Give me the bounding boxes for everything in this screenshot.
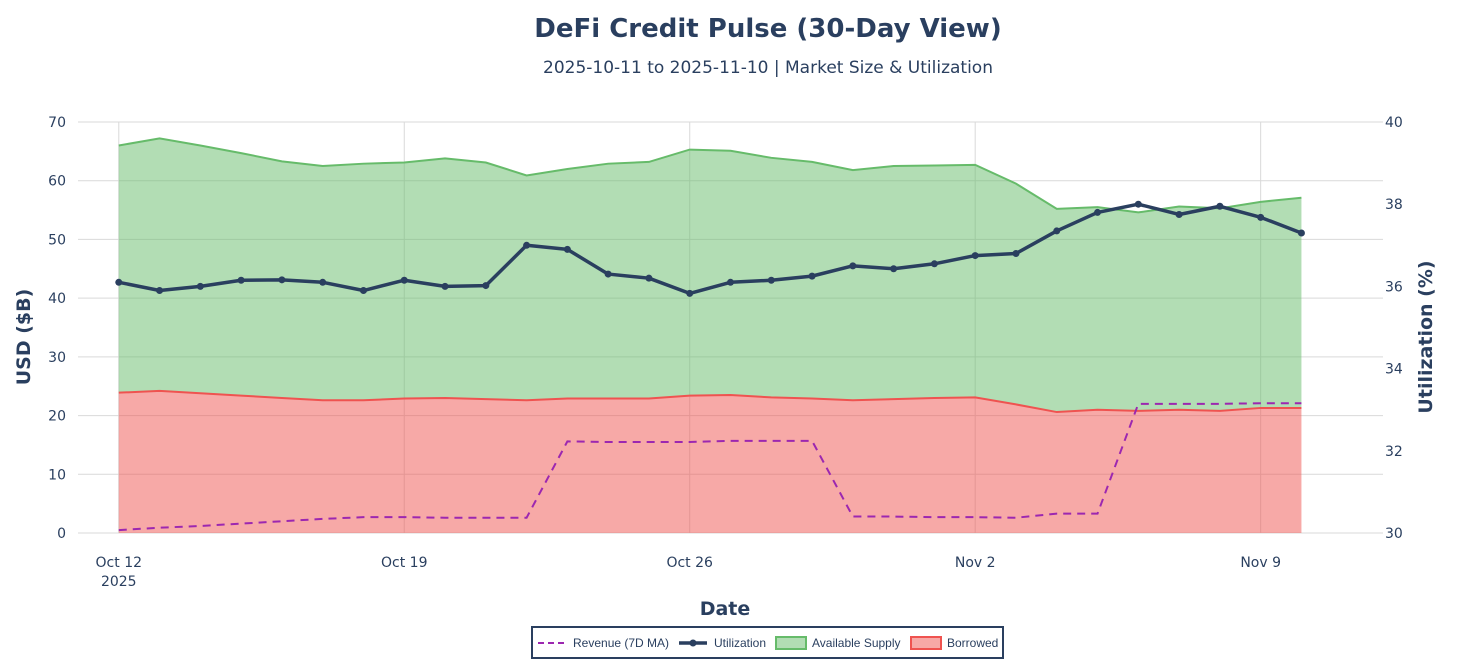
utilization-point	[930, 260, 938, 268]
y-tick-label: 10	[48, 467, 66, 483]
legend: Revenue (7D MA) Utilization Available Su…	[531, 626, 1004, 659]
legend-label-borrowed: Borrowed	[947, 636, 998, 650]
utilization-point	[441, 282, 449, 290]
chart-subtitle: 2025-10-11 to 2025-11-10 | Market Size &…	[543, 58, 993, 78]
utilization-point	[482, 282, 490, 290]
legend-item-utilization[interactable]: Utilization	[679, 636, 766, 650]
x-tick-sublabel: 2025	[101, 574, 137, 590]
y-axis-title: USD ($B)	[13, 289, 35, 386]
utilization-point	[400, 276, 408, 284]
x-tick-label: Oct 26	[666, 555, 713, 571]
line-borrowed	[118, 389, 1302, 414]
utilization-point	[727, 278, 734, 286]
utilization-point	[359, 287, 367, 295]
legend-item-revenue[interactable]: Revenue (7D MA)	[538, 636, 669, 650]
line-revenue-7d-ma	[118, 402, 1302, 532]
y-tick-label: 0	[57, 526, 66, 542]
utilization-point	[523, 241, 531, 249]
utilization-point	[156, 287, 164, 295]
utilization-point	[278, 276, 286, 284]
utilization-point	[1012, 250, 1020, 258]
legend-label-revenue: Revenue (7D MA)	[573, 636, 669, 650]
utilization-point	[1053, 227, 1061, 235]
utilization-point	[604, 270, 612, 278]
utilization-point	[237, 276, 245, 284]
x-axis-title: Date	[700, 598, 751, 620]
utilization-point	[319, 278, 327, 286]
y-tick-label: 50	[48, 232, 66, 248]
x-tick-label: Nov 9	[1240, 555, 1281, 571]
y-tick-label: 70	[48, 115, 66, 131]
y2-tick-label: 32	[1385, 444, 1403, 460]
y-tick-label: 30	[48, 350, 66, 366]
y2-tick-label: 34	[1385, 362, 1403, 378]
chart-title: DeFi Credit Pulse (30-Day View)	[534, 14, 1001, 44]
utilization-point	[686, 289, 694, 297]
legend-label-available-supply: Available Supply	[812, 636, 901, 650]
x-tick-label: Nov 2	[955, 555, 996, 571]
utilization-point	[1134, 200, 1142, 208]
utilization-point	[1175, 210, 1183, 218]
y2-axis-title: Utilization (%)	[1415, 260, 1437, 413]
legend-item-borrowed[interactable]: Borrowed	[910, 636, 998, 650]
y-tick-label: 40	[48, 291, 66, 307]
y-tick-label: 60	[48, 174, 66, 190]
y2-tick-label: 40	[1385, 115, 1403, 131]
legend-item-available-supply[interactable]: Available Supply	[775, 636, 901, 650]
legend-swatch-borrowed	[910, 636, 942, 650]
utilization-point	[645, 274, 653, 282]
y2-tick-label: 36	[1385, 279, 1403, 295]
utilization-point	[115, 278, 123, 286]
y-tick-label: 20	[48, 409, 66, 425]
utilization-point	[1257, 213, 1265, 221]
utilization-point	[849, 262, 857, 270]
utilization-point	[808, 272, 816, 280]
utilization-point	[767, 276, 775, 284]
utilization-point	[1094, 208, 1102, 216]
utilization-point	[1216, 202, 1224, 210]
area-available-supply	[118, 138, 1302, 413]
area-series	[118, 137, 1302, 533]
line-available-supply	[118, 137, 1302, 214]
y2-tick-label: 38	[1385, 197, 1403, 213]
legend-label-utilization: Utilization	[714, 636, 766, 650]
utilization-point	[1297, 229, 1305, 237]
legend-swatch-available-supply	[775, 636, 807, 650]
axis-ticks: 0 10 20 30 40 50 60 70 30 32 34 36 38 40 Oct 12 2025 Oct…	[48, 115, 1403, 590]
utilization-point	[971, 252, 979, 260]
x-tick-label: Oct 12	[96, 555, 142, 571]
x-tick-label: Oct 19	[381, 555, 427, 571]
legend-marker-utilization	[689, 639, 697, 647]
utilization-point	[890, 265, 898, 273]
utilization-point	[196, 282, 204, 290]
line-series	[115, 200, 1305, 532]
area-borrowed	[118, 390, 1302, 533]
utilization-point	[563, 245, 571, 253]
line-utilization	[118, 202, 1303, 296]
y2-tick-label: 30	[1385, 526, 1403, 542]
